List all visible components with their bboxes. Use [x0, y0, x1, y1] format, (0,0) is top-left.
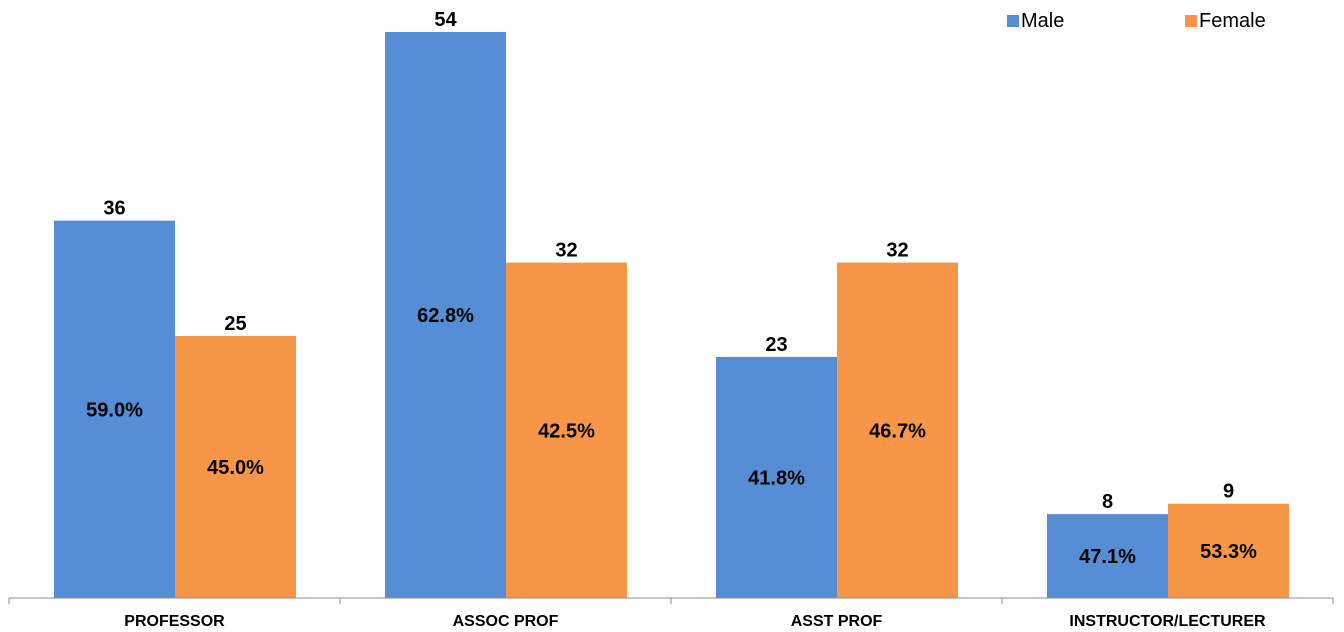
value-label: 54 [434, 9, 457, 31]
category-label: ASSOC PROF [453, 613, 559, 630]
value-label: 36 [103, 198, 125, 220]
legend-swatch-female [1185, 15, 1197, 27]
bar-female-3 [1168, 503, 1289, 598]
bar-male-1 [385, 32, 506, 598]
bar-male-2 [716, 356, 837, 598]
bar-female-0 [175, 335, 296, 598]
bar-female-1 [506, 262, 627, 598]
category-label: PROFESSOR [124, 613, 225, 630]
legend-swatch-male [1007, 15, 1019, 27]
labels-layer: 36 59.0% 54 62.8% 23 41.8% 8 47.1% 25 45.0% 32 42.5… [86, 9, 1257, 568]
percent-label: 45.0% [207, 457, 264, 479]
category-label: ASST PROF [791, 613, 883, 630]
value-label: 32 [886, 240, 908, 262]
percent-label: 46.7% [869, 420, 926, 442]
bar-male-3 [1047, 514, 1168, 598]
percent-label: 42.5% [538, 420, 595, 442]
percent-label: 47.1% [1079, 546, 1136, 568]
bar-male-0 [54, 220, 175, 598]
value-label: 9 [1223, 481, 1234, 503]
legend-label-male: Male [1021, 10, 1064, 32]
value-label: 8 [1102, 491, 1113, 513]
percent-label: 41.8% [748, 467, 805, 489]
value-label: 32 [555, 240, 577, 262]
legend-label-female: Female [1199, 10, 1266, 32]
percent-label: 53.3% [1200, 541, 1257, 563]
category-label: INSTRUCTOR/LECTURER [1069, 613, 1266, 630]
x-axis: PROFESSOR ASSOC PROF ASST PROF INSTRUCTOR/L… [8, 597, 1334, 630]
bars-layer [54, 32, 1289, 598]
value-label: 25 [224, 313, 246, 335]
percent-label: 62.8% [417, 305, 474, 327]
bar-female-2 [837, 262, 958, 598]
legend: Male Female [1007, 10, 1266, 32]
value-label: 23 [765, 334, 787, 356]
percent-label: 59.0% [86, 399, 143, 421]
